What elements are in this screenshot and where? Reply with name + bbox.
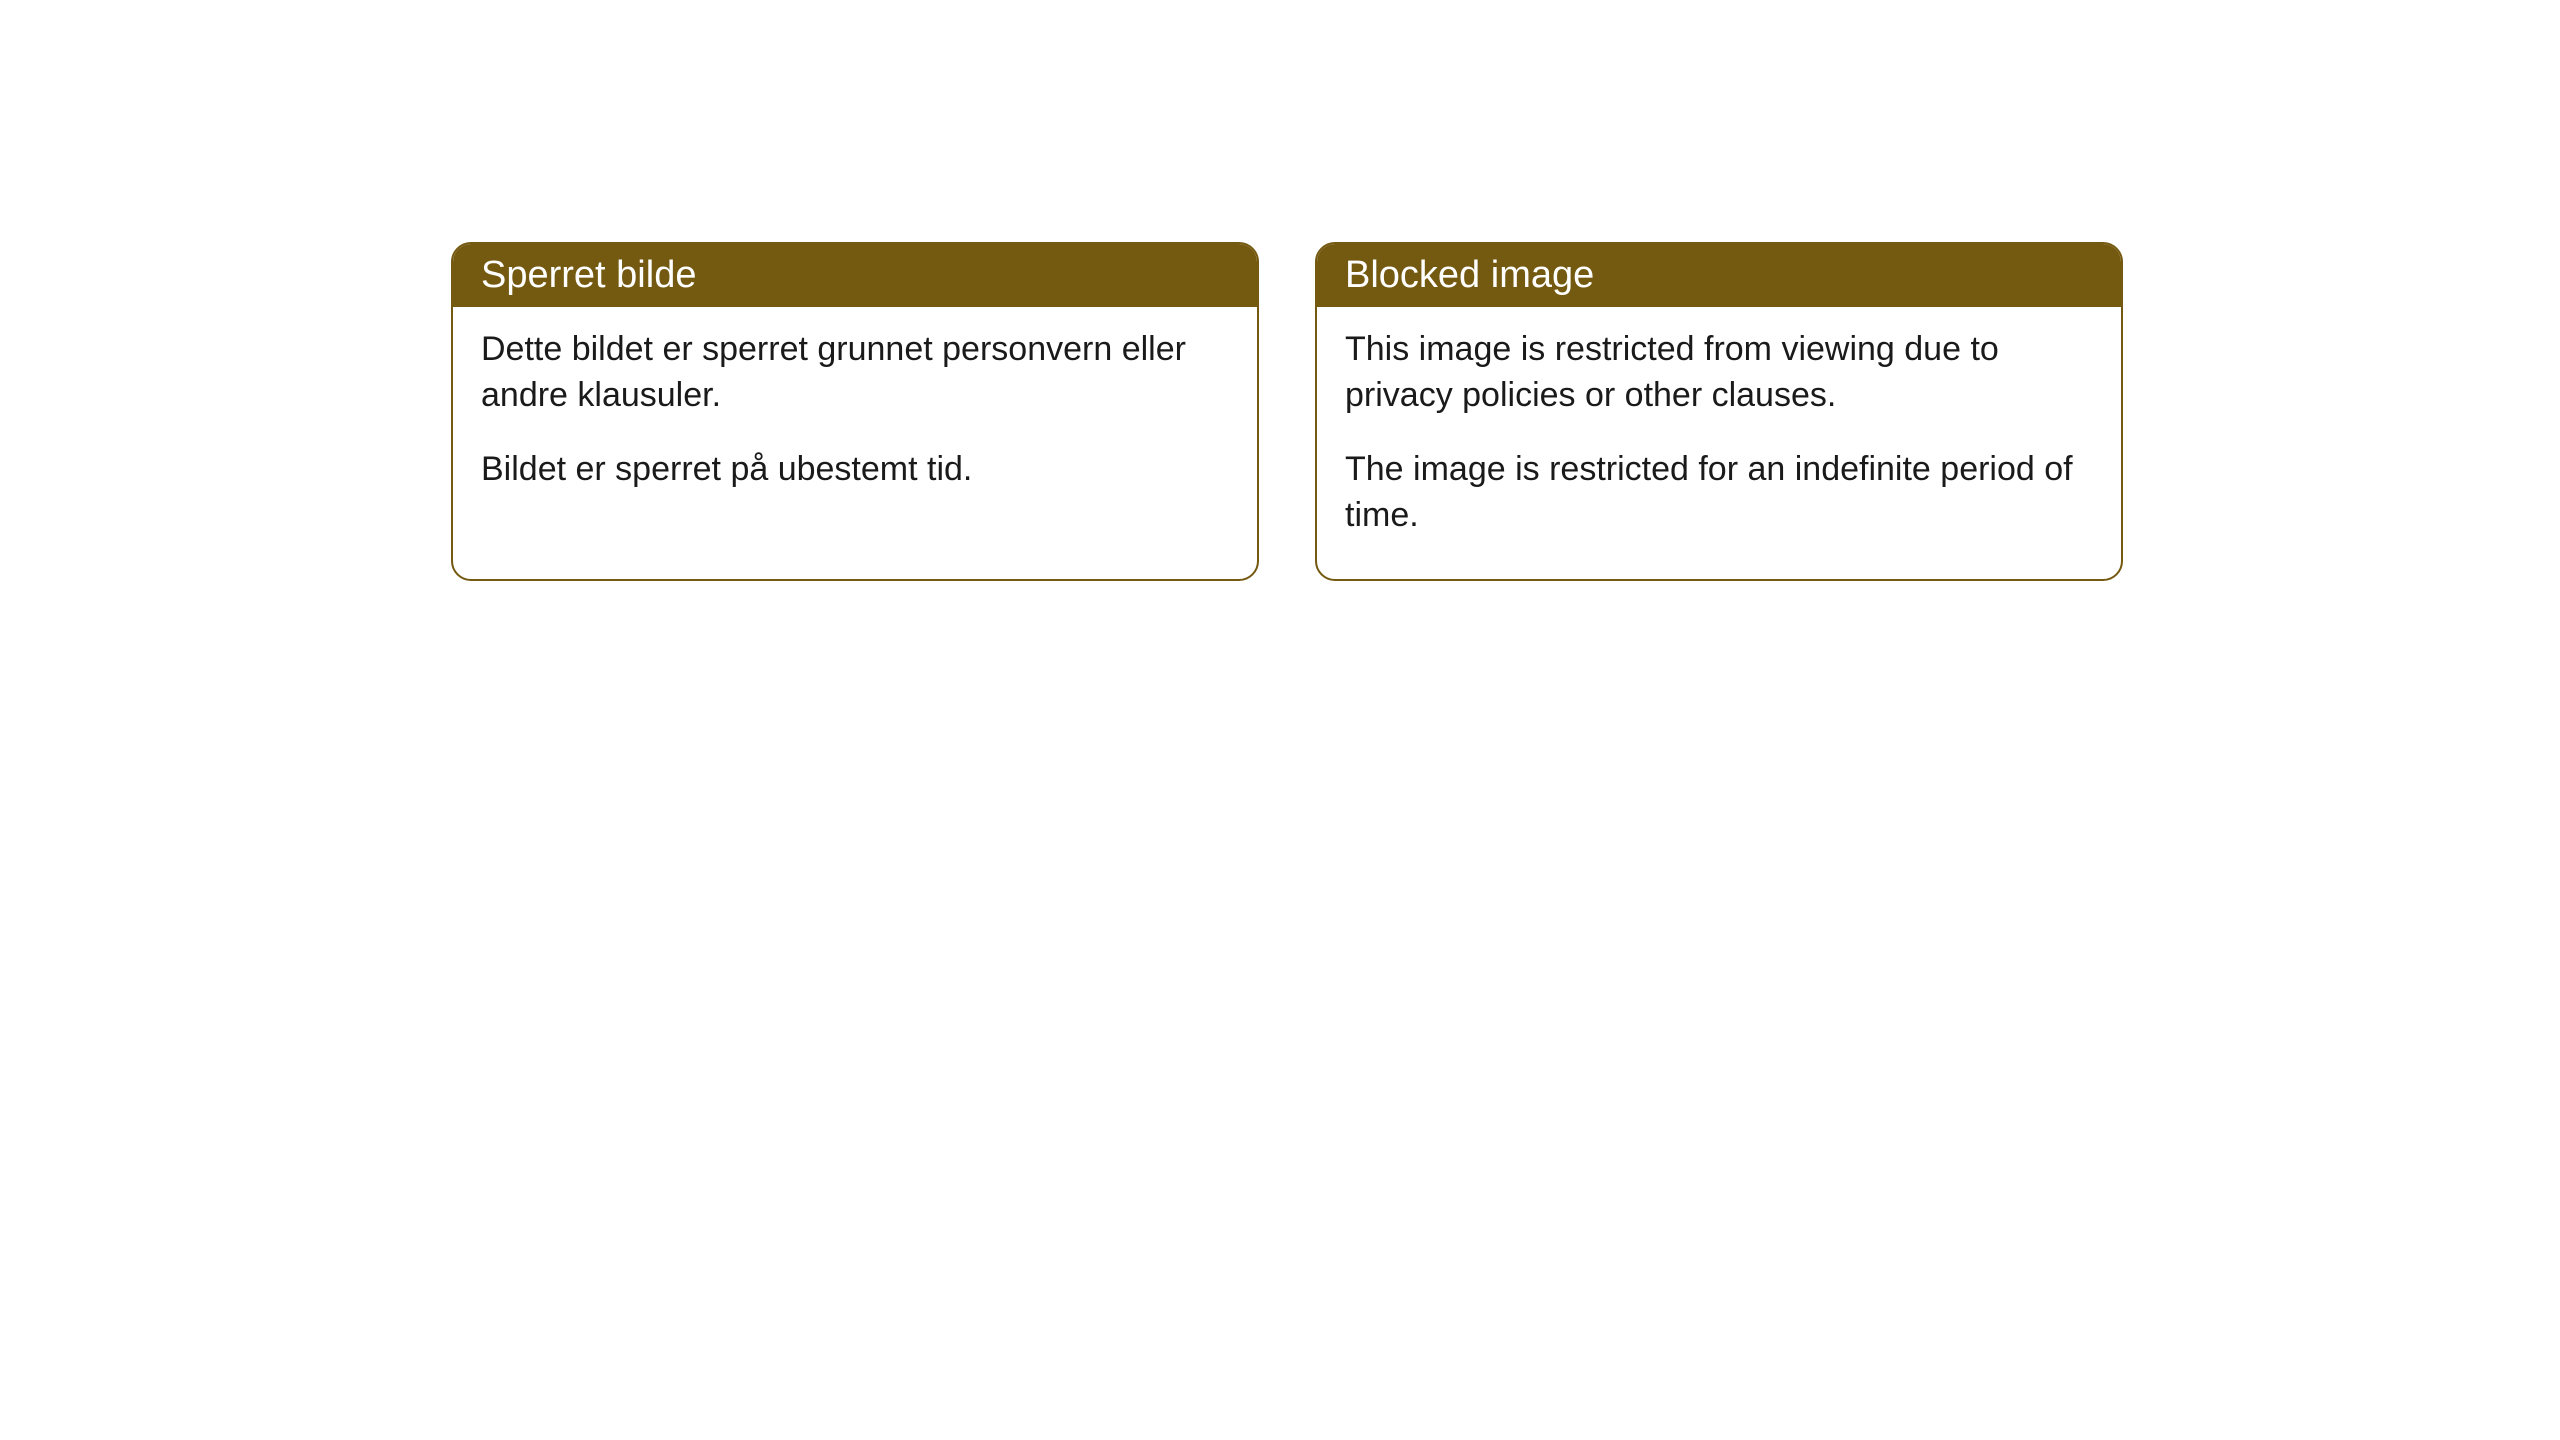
card-body-norwegian: Dette bildet er sperret grunnet personve… [453, 307, 1257, 533]
notice-cards-container: Sperret bilde Dette bildet er sperret gr… [451, 242, 2123, 581]
notice-card-norwegian: Sperret bilde Dette bildet er sperret gr… [451, 242, 1259, 581]
notice-paragraph: Bildet er sperret på ubestemt tid. [481, 447, 1229, 493]
notice-card-english: Blocked image This image is restricted f… [1315, 242, 2123, 581]
notice-paragraph: The image is restricted for an indefinit… [1345, 447, 2093, 539]
card-body-english: This image is restricted from viewing du… [1317, 307, 2121, 579]
notice-paragraph: This image is restricted from viewing du… [1345, 327, 2093, 419]
card-header-norwegian: Sperret bilde [453, 244, 1257, 307]
notice-paragraph: Dette bildet er sperret grunnet personve… [481, 327, 1229, 419]
card-header-english: Blocked image [1317, 244, 2121, 307]
